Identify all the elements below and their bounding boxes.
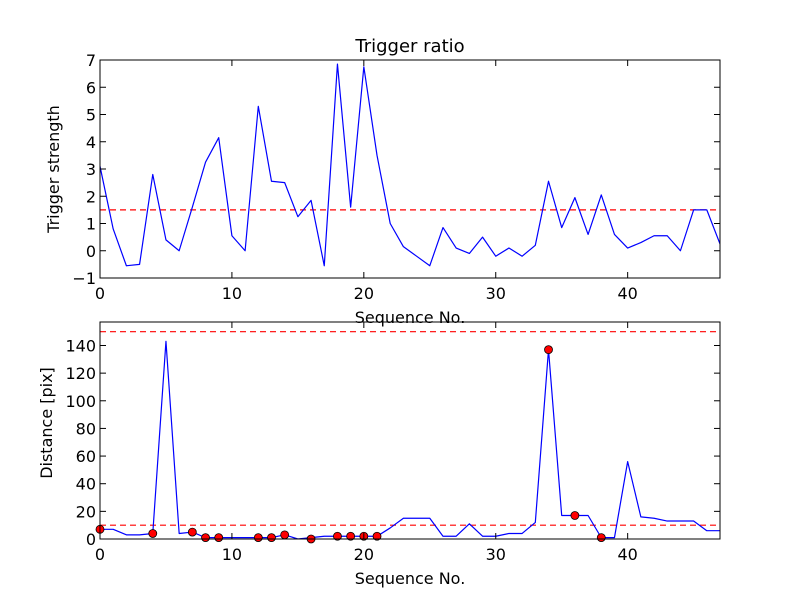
data-point-marker [201, 533, 210, 543]
y-tick-label: 2 [86, 187, 96, 206]
series-line [100, 63, 720, 267]
x-tick-label: 30 [486, 545, 506, 564]
x-tick-label: 10 [222, 545, 242, 564]
y-tick-label: 20 [76, 502, 96, 521]
data-point-marker [570, 511, 580, 520]
y-tick-label: 60 [76, 447, 96, 466]
x-tick-label: 0 [95, 545, 105, 564]
x-axis-label: Sequence No. [355, 569, 466, 588]
y-axis-label: Distance [pix] [37, 367, 56, 479]
x-tick-label: 40 [617, 284, 637, 303]
chart-title: Trigger ratio [354, 36, 464, 57]
x-tick-label: 40 [617, 545, 637, 564]
y-tick-label: 5 [86, 106, 96, 125]
y-tick-label: 120 [65, 364, 96, 383]
y-tick-label: 6 [86, 78, 96, 97]
x-tick-label: 10 [222, 284, 242, 303]
y-tick-label: 80 [76, 419, 96, 438]
x-tick-label: 30 [486, 284, 506, 303]
data-point-marker [333, 531, 342, 541]
y-tick-label: 3 [86, 160, 96, 179]
data-point-marker [372, 531, 382, 541]
y-tick-label: 100 [65, 392, 96, 411]
data-point-marker [267, 533, 276, 543]
data-point-marker [214, 533, 224, 543]
data-point-marker [187, 527, 197, 537]
x-axis-label: Sequence No. [355, 308, 466, 327]
y-tick-label: 0 [86, 530, 96, 549]
data-point-marker [544, 345, 553, 355]
x-tick-label: 20 [354, 545, 374, 564]
plot-area: 0 10 20 30 40 0 20 40 60 80 100 120 140 [65, 321, 721, 564]
y-tick-label: 4 [86, 133, 96, 152]
x-tick-label: 20 [354, 284, 374, 303]
x-tick-label: 0 [95, 284, 105, 303]
distance-chart: 0 10 20 30 40 0 20 40 60 80 100 120 140 Sequence No.… [37, 321, 721, 588]
data-point-marker [253, 533, 263, 543]
y-tick-label: 7 [86, 51, 96, 70]
y-axis-label: Trigger strength [44, 105, 63, 234]
data-point-marker [596, 533, 606, 543]
y-tick-label: 1 [86, 215, 96, 234]
data-point-marker [346, 531, 356, 541]
y-tick-label: 0 [86, 242, 96, 261]
y-tick-label: 40 [76, 475, 96, 494]
data-point-marker [148, 529, 158, 538]
y-tick-label: −1 [72, 269, 96, 288]
axes-frame [99, 321, 721, 540]
y-tick-label: 140 [65, 336, 96, 355]
data-point-marker [280, 530, 290, 540]
